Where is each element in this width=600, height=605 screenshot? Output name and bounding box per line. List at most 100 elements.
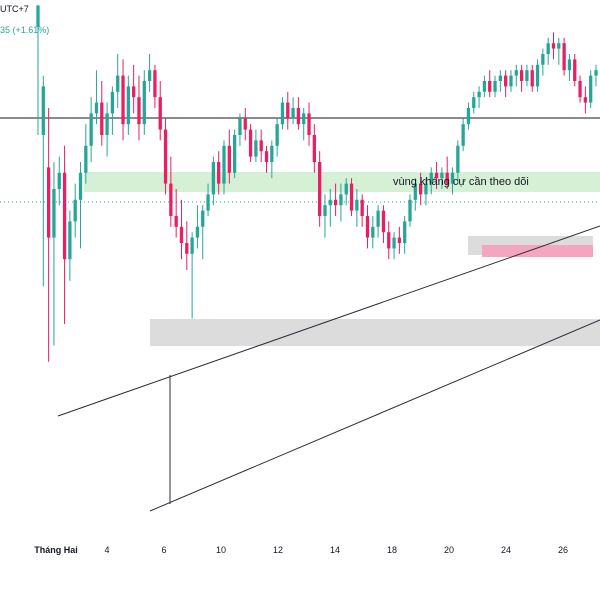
candle-body — [376, 210, 380, 227]
lower-trendline — [149, 319, 600, 512]
candle-body — [440, 172, 444, 179]
candle-body — [62, 172, 67, 260]
candle-body — [392, 237, 396, 249]
candle-body — [94, 102, 99, 114]
candle-body — [121, 75, 125, 125]
candle-body — [142, 81, 146, 125]
candle-body — [413, 183, 417, 200]
candle-body — [466, 108, 471, 125]
candle-body — [217, 162, 221, 184]
candle-body — [514, 70, 518, 76]
candle-body — [408, 199, 412, 222]
price-change-label: 35 (+1.61%) — [0, 25, 50, 35]
candle-body — [163, 129, 168, 184]
x-tick-label: 10 — [216, 545, 226, 555]
pink-zone — [482, 245, 593, 257]
candle-body — [254, 140, 258, 157]
candle-body — [445, 172, 449, 184]
candle-body — [371, 226, 375, 238]
candle-body — [174, 216, 178, 227]
candle-body — [158, 97, 162, 130]
x-tick-label: 6 — [161, 545, 166, 555]
candle-body — [185, 243, 189, 254]
candle-body — [589, 75, 593, 103]
candle-body — [546, 43, 550, 54]
candle-body — [551, 43, 556, 49]
candle-body — [169, 183, 173, 216]
candle-body — [541, 54, 545, 65]
candle-body — [41, 86, 45, 135]
candle-body — [206, 194, 210, 211]
candle-body — [110, 91, 115, 114]
candle-body — [434, 172, 439, 179]
candle-body — [328, 199, 332, 206]
candle-body — [153, 70, 157, 98]
candle-body — [147, 70, 152, 81]
candle-body — [73, 199, 77, 222]
candle-body — [387, 232, 391, 249]
candle-body — [477, 91, 481, 98]
candle-body — [126, 86, 130, 125]
candle-body — [567, 59, 572, 71]
candle-body — [360, 199, 364, 216]
candle-body — [52, 189, 56, 238]
upper-trendline — [57, 225, 600, 417]
candle-body — [291, 108, 295, 119]
candle-body — [57, 172, 61, 189]
candle-body — [238, 118, 242, 135]
candle-body — [472, 97, 476, 108]
candle-body — [381, 210, 386, 233]
candle-body — [137, 97, 141, 125]
candle-body — [264, 151, 269, 162]
candle-body — [36, 5, 40, 28]
candle-body — [557, 43, 561, 49]
candle-body — [450, 172, 455, 184]
candle-body — [243, 118, 247, 130]
candle-body — [339, 194, 343, 206]
candle-body — [307, 113, 311, 135]
candle-body — [68, 221, 72, 260]
x-tick-label: 20 — [444, 545, 454, 555]
labels-layer: vùng kháng cự cần theo dõi Tháng Hai 4 6 10 1… — [34, 176, 568, 555]
candle-body — [355, 199, 359, 211]
candle-body — [578, 81, 582, 98]
candle-body — [232, 135, 237, 173]
candle-body — [78, 172, 83, 200]
timezone-label: UTC+7 — [0, 4, 29, 14]
candle-body — [519, 70, 524, 81]
x-tick-label: 18 — [387, 545, 397, 555]
candle-body — [509, 75, 513, 87]
candle-body — [418, 183, 423, 195]
candle-body — [403, 221, 407, 243]
x-tick-label: 26 — [558, 545, 568, 555]
candle-body — [89, 113, 93, 146]
candle-body — [594, 70, 598, 76]
candle-body — [105, 113, 109, 135]
candle-body — [132, 86, 136, 98]
candle-body — [429, 172, 433, 184]
candle-body — [286, 102, 290, 119]
candle-body — [296, 108, 301, 125]
candle-body — [498, 75, 502, 81]
candle-body — [100, 102, 104, 135]
resistance-annotation: vùng kháng cự cần theo dõi — [393, 176, 529, 188]
x-tick-label: 24 — [501, 545, 511, 555]
candle-body — [312, 135, 316, 162]
candle-body — [333, 199, 338, 206]
candle-body — [190, 237, 194, 254]
candle-body — [535, 64, 540, 87]
candle-body — [211, 162, 216, 195]
candle-body — [201, 210, 205, 227]
x-tick-label: Tháng Hai — [34, 545, 78, 555]
support-zone — [150, 319, 600, 346]
candle-body — [259, 140, 263, 152]
candle-body — [116, 75, 120, 92]
candle-body — [302, 113, 306, 125]
candle-body — [583, 97, 588, 103]
candle-body — [424, 183, 428, 195]
candle-body — [525, 70, 529, 81]
candle-body — [195, 226, 200, 238]
x-tick-label: 4 — [104, 545, 109, 555]
